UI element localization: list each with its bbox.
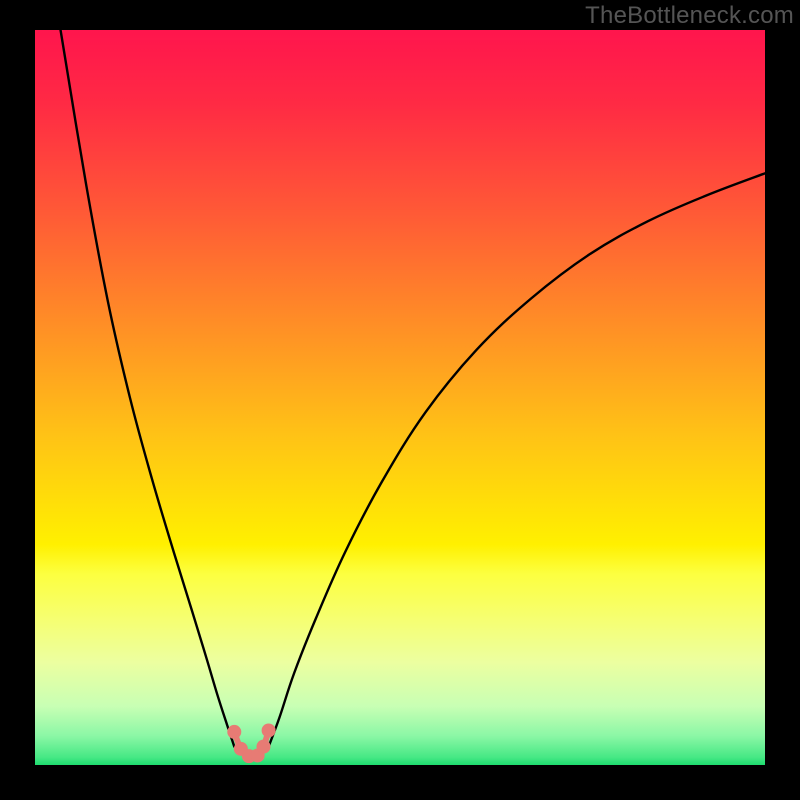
gradient-background	[35, 30, 765, 765]
chart-stage: TheBottleneck.com	[0, 0, 800, 800]
data-marker	[227, 725, 241, 739]
data-marker	[256, 740, 270, 754]
plot-svg	[35, 30, 765, 765]
data-marker	[262, 723, 276, 737]
plot-area	[35, 30, 765, 765]
watermark-text: TheBottleneck.com	[585, 2, 794, 30]
